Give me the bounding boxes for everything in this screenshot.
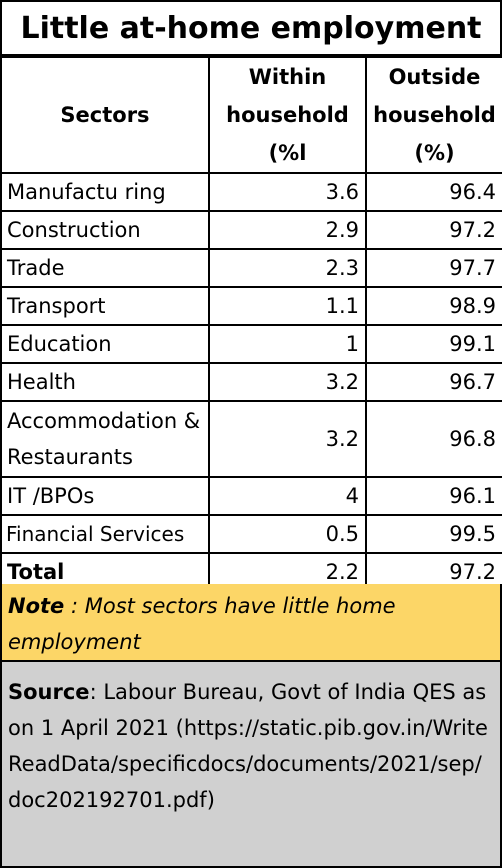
source-box: Source: Labour Bureau, Govt of India QES… (0, 662, 502, 868)
sector-name: Trade (0, 248, 210, 288)
table-row: Education 1 99.1 (0, 324, 502, 364)
within-value: 3.6 (208, 172, 367, 212)
within-value: 0.5 (208, 514, 367, 554)
within-value: 3.2 (208, 400, 367, 478)
header-within-line-1: Within (248, 65, 327, 89)
outside-value: 97.7 (365, 248, 502, 288)
table-row: Trade 2.3 97.7 (0, 248, 502, 288)
source-label: Source (8, 680, 90, 704)
outside-value: 99.1 (365, 324, 502, 364)
source-text: : Labour Bureau, Govt of India QES as on… (8, 680, 488, 812)
sector-name: Education (0, 324, 210, 364)
sector-name: Health (0, 362, 210, 402)
within-value: 3.2 (208, 362, 367, 402)
sector-name: Construction (0, 210, 210, 250)
within-value: 1 (208, 324, 367, 364)
table-row: Accommodation & Restaurants 3.2 96.8 (0, 400, 502, 478)
note-label: Note (8, 594, 65, 618)
sector-name: IT /BPOs (0, 476, 210, 516)
header-outside-line-2: household (373, 103, 496, 127)
employment-table: Sectors Within household (%l Outside hou… (0, 56, 502, 592)
table-row: IT /BPOs 4 96.1 (0, 476, 502, 516)
within-value: 2.9 (208, 210, 367, 250)
table-row: Transport 1.1 98.9 (0, 286, 502, 326)
sector-name: Transport (0, 286, 210, 326)
within-value: 4 (208, 476, 367, 516)
outside-value: 96.8 (365, 400, 502, 478)
header-within-household: Within household (%l (208, 56, 367, 174)
table-row: Manufactu ring 3.6 96.4 (0, 172, 502, 212)
header-outside-line-3: (%) (414, 141, 455, 165)
outside-value: 97.2 (365, 210, 502, 250)
header-outside-line-1: Outside (388, 65, 481, 89)
outside-value: 99.5 (365, 514, 502, 554)
table-row: Construction 2.9 97.2 (0, 210, 502, 250)
outside-value: 96.1 (365, 476, 502, 516)
sector-name: Manufactu ring (0, 172, 210, 212)
outside-value: 98.9 (365, 286, 502, 326)
within-value: 1.1 (208, 286, 367, 326)
sector-name: Accommodation & Restaurants (0, 400, 210, 478)
table-row: Health 3.2 96.7 (0, 362, 502, 402)
outside-value: 96.4 (365, 172, 502, 212)
within-value: 2.3 (208, 248, 367, 288)
sector-name: Financial Services (0, 514, 210, 554)
table-row: Financial Services 0.5 99.5 (0, 514, 502, 554)
header-within-line-3: (%l (268, 141, 307, 165)
header-sectors: Sectors (0, 56, 210, 174)
header-within-line-2: household (226, 103, 349, 127)
outside-value: 96.7 (365, 362, 502, 402)
page-title: Little at-home employment (0, 0, 502, 56)
note-box: Note : Most sectors have little home emp… (0, 584, 502, 662)
note-text: : Most sectors have little home employme… (8, 594, 396, 654)
header-outside-household: Outside household (%) (365, 56, 502, 174)
table-header-row: Sectors Within household (%l Outside hou… (0, 56, 502, 174)
